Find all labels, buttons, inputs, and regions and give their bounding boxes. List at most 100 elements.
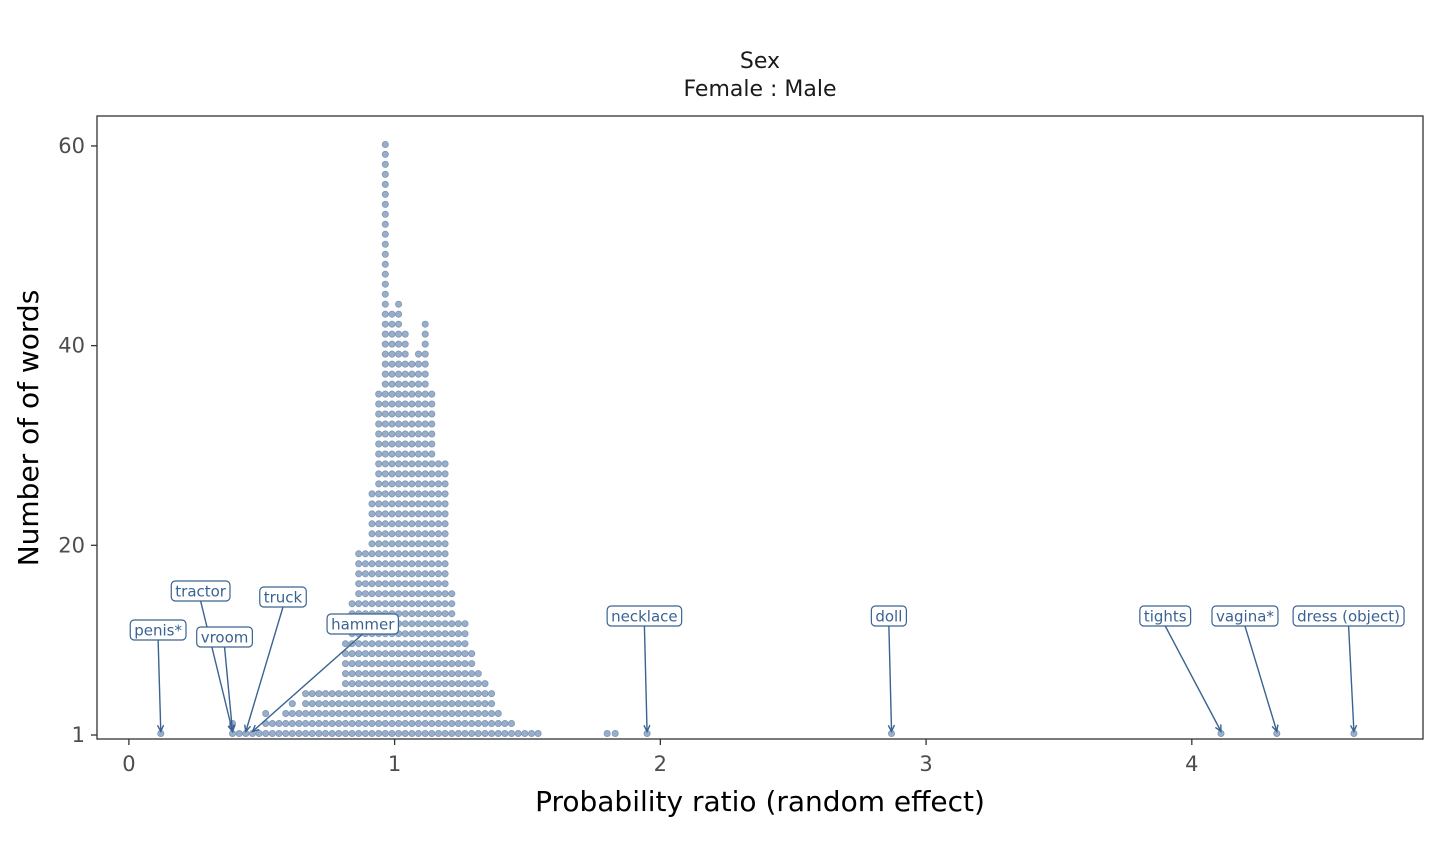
dot [395, 590, 403, 598]
dot [361, 590, 369, 598]
annotation-label: vagina* [1216, 608, 1274, 626]
dot [341, 690, 349, 698]
dot [388, 680, 396, 688]
x-tick-label: 3 [919, 752, 932, 776]
x-axis: 0 1 2 3 4 [122, 739, 1199, 776]
dot [295, 710, 303, 718]
dot [401, 690, 409, 698]
annotation-label: tractor [175, 583, 227, 601]
annotation-arrowhead [1349, 724, 1358, 734]
dot [428, 720, 436, 728]
dot [521, 730, 529, 738]
dot [368, 710, 376, 718]
annotation-box [1139, 605, 1192, 627]
dot [381, 500, 389, 508]
dot [461, 660, 469, 668]
dot [408, 420, 416, 428]
dot [381, 550, 389, 558]
dot [421, 480, 429, 488]
dot [441, 510, 449, 518]
dot [381, 200, 389, 208]
dot [468, 730, 476, 738]
dot [395, 380, 403, 388]
dot [401, 650, 409, 658]
dot [414, 600, 422, 608]
dot [381, 210, 389, 218]
dot [408, 610, 416, 618]
dot [368, 660, 376, 668]
dot [341, 670, 349, 678]
dot [421, 610, 429, 618]
dot [308, 730, 316, 738]
dot [428, 520, 436, 528]
dot [461, 730, 469, 738]
dot [235, 730, 243, 738]
dot [434, 610, 442, 618]
dot [421, 500, 429, 508]
dot [268, 730, 276, 738]
y-tick-label: 1 [72, 723, 85, 747]
dot [408, 510, 416, 518]
annotation-connector [251, 633, 364, 733]
dot [388, 420, 396, 428]
dot [428, 650, 436, 658]
dot [381, 710, 389, 718]
dot [448, 720, 456, 728]
dot [401, 610, 409, 618]
dot [395, 450, 403, 458]
dot [395, 720, 403, 728]
dot [434, 560, 442, 568]
dot [308, 690, 316, 698]
dot [408, 560, 416, 568]
annotation-arrowhead [1214, 724, 1222, 733]
dot [375, 450, 383, 458]
dot [454, 630, 462, 638]
dot [388, 310, 396, 318]
dot [395, 420, 403, 428]
dot [441, 530, 449, 538]
dot [481, 710, 489, 718]
dot [375, 600, 383, 608]
dot [388, 330, 396, 338]
dot [328, 690, 336, 698]
dot [441, 460, 449, 468]
dot [395, 300, 403, 308]
dot [341, 730, 349, 738]
dot [368, 600, 376, 608]
dot [361, 650, 369, 658]
dot [408, 680, 416, 688]
dot [381, 560, 389, 568]
dot [381, 490, 389, 498]
x-tick-label: 4 [1185, 752, 1198, 776]
dot [441, 490, 449, 498]
dot [428, 430, 436, 438]
dot [414, 560, 422, 568]
dot [408, 430, 416, 438]
dot [368, 720, 376, 728]
dot [375, 640, 383, 648]
dot [428, 680, 436, 688]
dot [434, 640, 442, 648]
dot [321, 700, 329, 708]
dot [368, 530, 376, 538]
dot [388, 400, 396, 408]
dot [302, 700, 310, 708]
dot [461, 680, 469, 688]
dot [381, 440, 389, 448]
annotation-doll: doll [870, 605, 908, 734]
dot [448, 660, 456, 668]
annotation-label: dress (object) [1297, 608, 1400, 626]
annotation-vagina: vagina* [1211, 605, 1279, 734]
dot [421, 530, 429, 538]
annotation-connector [245, 606, 284, 732]
dot [448, 610, 456, 618]
dot [401, 640, 409, 648]
annotation-necklace: necklace [606, 605, 683, 734]
dot [421, 630, 429, 638]
dot [255, 730, 263, 738]
dot [428, 540, 436, 548]
dot [434, 710, 442, 718]
dot [414, 620, 422, 628]
dot [375, 680, 383, 688]
dot [428, 590, 436, 598]
